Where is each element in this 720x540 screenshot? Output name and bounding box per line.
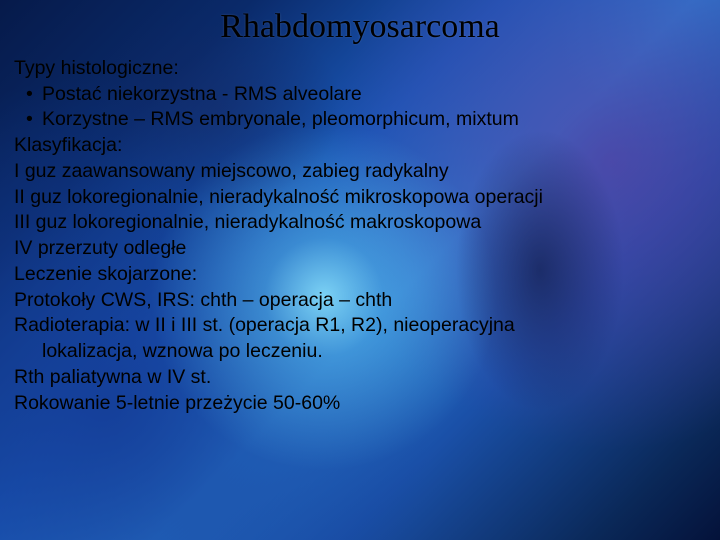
body-line: IV przerzuty odległe — [14, 236, 710, 262]
slide-title: Rhabdomyosarcoma — [10, 8, 710, 46]
slide: Rhabdomyosarcoma Typy histologiczne: Pos… — [0, 0, 720, 540]
body-line: Protokoły CWS, IRS: chth – operacja – ch… — [14, 288, 710, 314]
body-line: II guz lokoregionalnie, nieradykalność m… — [14, 185, 710, 211]
body-line: Radioterapia: w II i III st. (operacja R… — [14, 313, 710, 339]
body-line: Leczenie skojarzone: — [14, 262, 710, 288]
slide-body: Typy histologiczne: Postać niekorzystna … — [10, 56, 710, 416]
body-line: I guz zaawansowany miejscowo, zabieg rad… — [14, 159, 710, 185]
body-bullet: Postać niekorzystna - RMS alveolare — [14, 82, 710, 108]
body-line: Rth paliatywna w IV st. — [14, 365, 710, 391]
body-line: Rokowanie 5-letnie przeżycie 50-60% — [14, 391, 710, 417]
body-line-continuation: lokalizacja, wznowa po leczeniu. — [14, 339, 710, 365]
body-line: Typy histologiczne: — [14, 56, 710, 82]
body-bullet: Korzystne – RMS embryonale, pleomorphicu… — [14, 107, 710, 133]
body-line: Klasyfikacja: — [14, 133, 710, 159]
body-line: III guz lokoregionalnie, nieradykalność … — [14, 210, 710, 236]
